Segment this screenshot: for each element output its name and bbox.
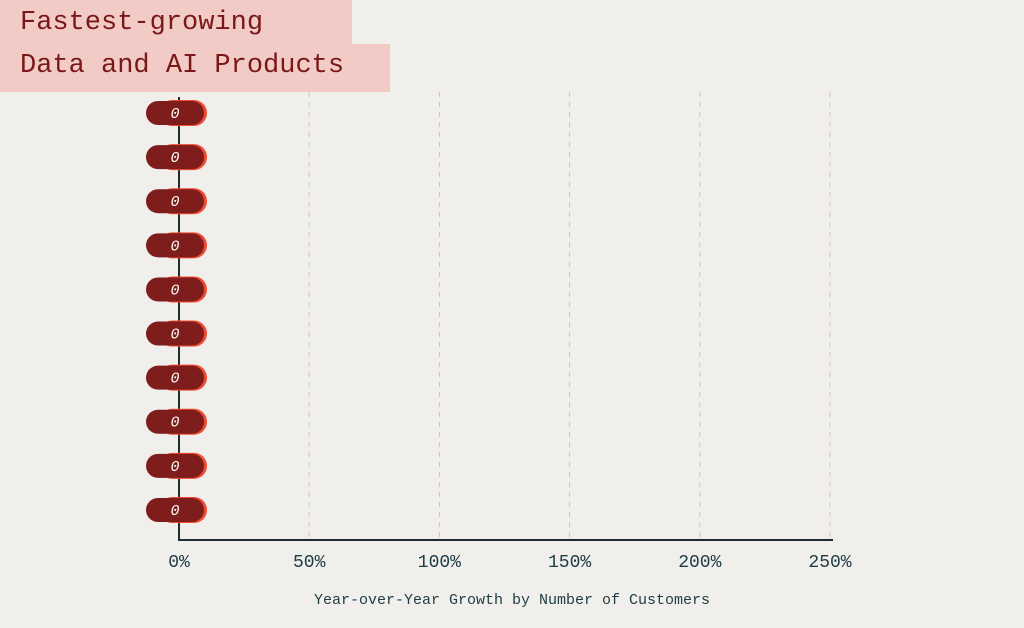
bar: [146, 453, 204, 478]
data-label: 0: [170, 238, 179, 255]
title-box: [0, 0, 352, 44]
bar: [146, 101, 204, 125]
data-label: 0: [170, 194, 179, 211]
x-tick-label: 150%: [548, 553, 591, 573]
data-label: 0: [170, 459, 179, 476]
chart-title: Fastest-growing: [20, 8, 263, 38]
chart-title: Data and AI Products: [20, 51, 344, 81]
bar: [146, 189, 204, 214]
title-box: [0, 44, 390, 92]
x-axis-label: Year-over-Year Growth by Number of Custo…: [314, 592, 710, 609]
x-tick-label: 0%: [168, 553, 190, 573]
data-label: 0: [170, 150, 179, 167]
data-label: 0: [170, 503, 179, 520]
bar: [146, 277, 204, 302]
x-tick-label: 200%: [678, 553, 721, 573]
x-tick-label: 250%: [808, 553, 851, 573]
bar: [146, 365, 204, 390]
bar: [146, 409, 204, 434]
data-label: 0: [170, 371, 179, 388]
data-label: 0: [170, 282, 179, 299]
data-label: 0: [170, 106, 179, 123]
data-label: 0: [170, 327, 179, 344]
x-tick-label: 50%: [293, 553, 326, 573]
bar: [146, 145, 204, 170]
x-tick-label: 100%: [418, 553, 461, 573]
data-label: 0: [170, 415, 179, 432]
bar: [146, 498, 204, 522]
bar: [146, 233, 204, 258]
bar: [146, 321, 204, 346]
